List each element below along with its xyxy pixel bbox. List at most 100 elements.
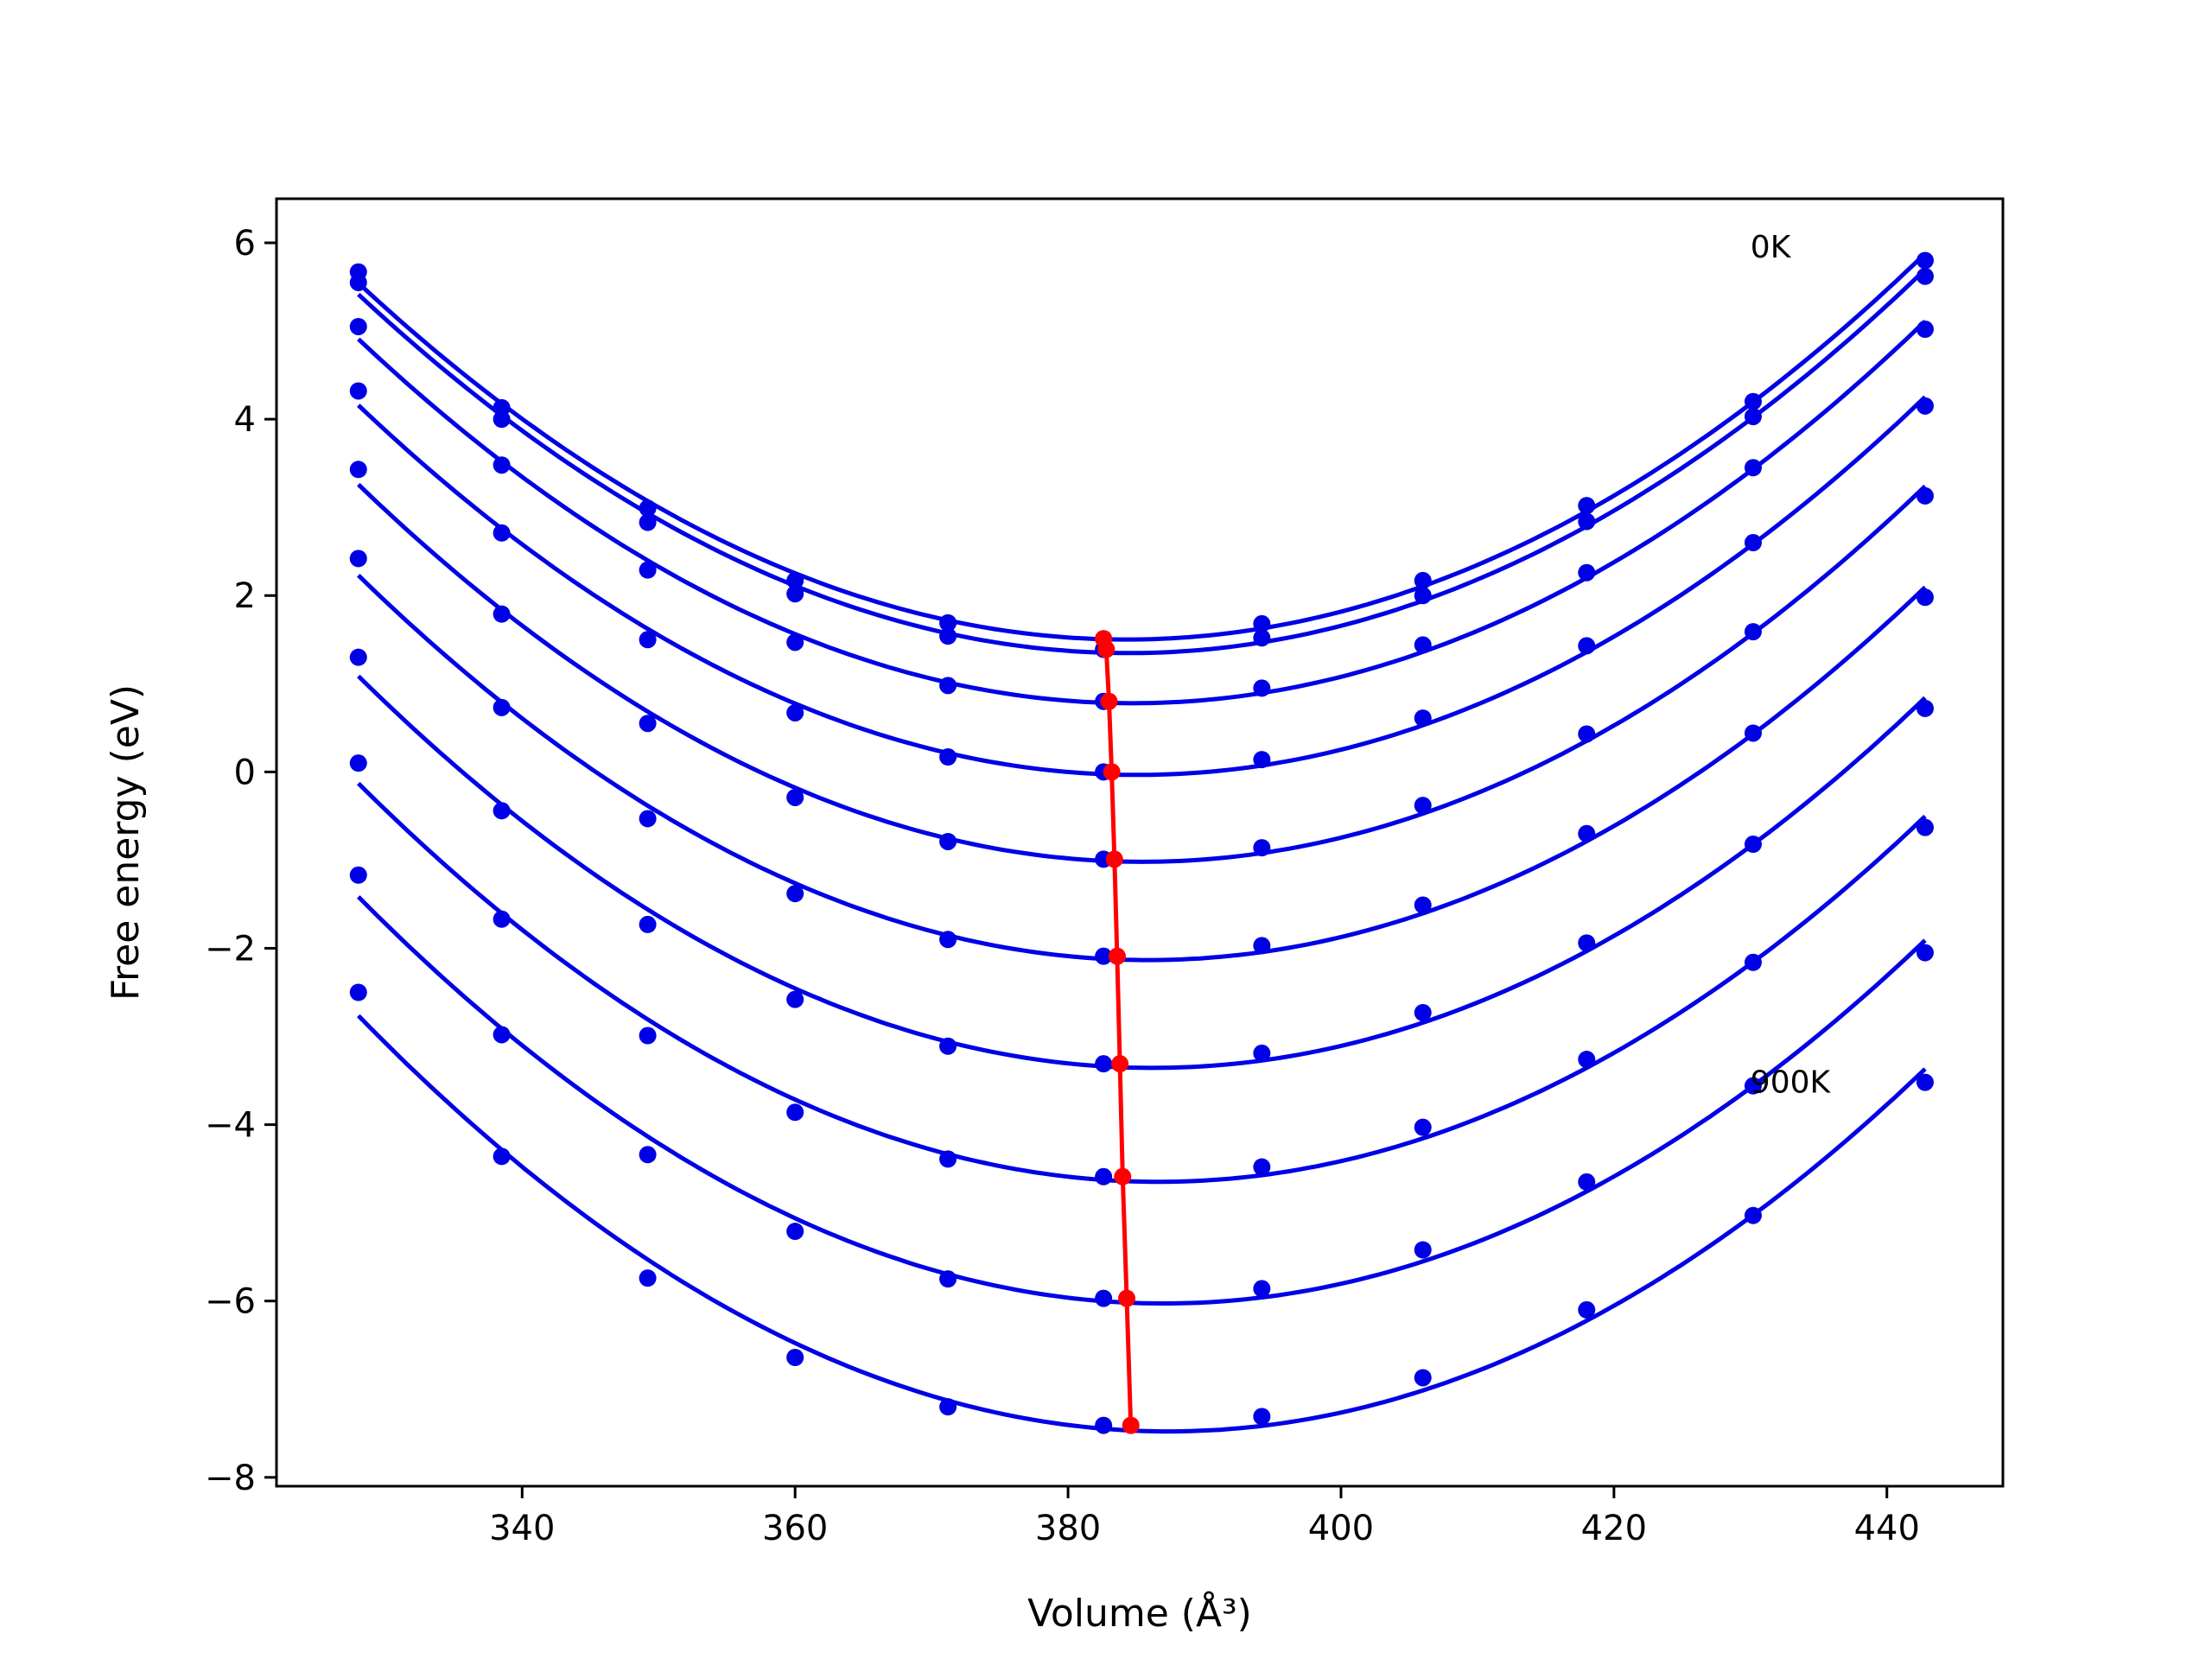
data-point [939, 832, 957, 850]
data-point [1916, 251, 1934, 270]
data-point [939, 677, 957, 695]
data-point [1253, 614, 1271, 632]
annotations: 0K 900K [1751, 230, 1832, 1100]
data-point [786, 788, 804, 806]
data-point [786, 1223, 804, 1241]
data-point [1578, 1300, 1596, 1319]
data-point [1744, 623, 1762, 641]
data-point [1253, 1280, 1271, 1298]
data-point [639, 915, 657, 933]
data-point [1916, 944, 1934, 962]
temperature-annotation: 0K [1751, 230, 1792, 265]
data-point [1744, 1077, 1762, 1095]
temperature-annotation: 900K [1751, 1065, 1832, 1101]
x-axis-label: Volume (Å³) [1027, 1590, 1252, 1636]
data-point [639, 715, 657, 733]
data-point [1744, 392, 1762, 410]
fit-curve [357, 781, 1927, 1185]
data-point [639, 631, 657, 649]
minimum-point [1103, 763, 1121, 781]
data-point [1253, 839, 1271, 857]
data-point [1744, 1206, 1762, 1224]
data-point [786, 571, 804, 589]
fit-curve [357, 395, 1927, 778]
fit-curve [357, 1014, 1927, 1434]
data-point [1414, 1003, 1432, 1021]
data-point [1744, 408, 1762, 426]
x-tick-label: 400 [1308, 1509, 1374, 1548]
data-point [1253, 1044, 1271, 1062]
data-point [1253, 679, 1271, 697]
plot-frame [275, 197, 2005, 1488]
data-point [1916, 1073, 1934, 1091]
data-point [939, 1270, 957, 1288]
minimum-point [1097, 640, 1116, 658]
data-point [1744, 724, 1762, 742]
data-point [1414, 1118, 1432, 1136]
data-point [1578, 1051, 1596, 1069]
data-points [349, 251, 1934, 1434]
data-point [1095, 1416, 1113, 1434]
y-tick-label: −8 [205, 1459, 256, 1498]
data-point [1744, 459, 1762, 477]
data-point [786, 1349, 804, 1366]
x-tick-label: 440 [1854, 1509, 1920, 1548]
fit-curve [357, 895, 1927, 1306]
fit-curve [357, 574, 1927, 963]
data-point [493, 910, 511, 928]
data-point [1916, 321, 1934, 339]
x-tick-label: 380 [1035, 1509, 1101, 1548]
y-tick-label: 0 [234, 753, 256, 792]
data-point [639, 561, 657, 579]
data-point [1095, 1055, 1113, 1073]
fit-curve [357, 482, 1927, 864]
data-point [349, 648, 367, 666]
y-tick-label: 4 [234, 400, 256, 440]
y-tick-label: 2 [234, 576, 256, 616]
data-point [1578, 824, 1596, 842]
data-point [939, 627, 957, 645]
data-point [939, 931, 957, 949]
data-point [493, 802, 511, 820]
x-tick-label: 360 [762, 1509, 828, 1548]
data-point [493, 1026, 511, 1044]
x-tick-label: 420 [1581, 1509, 1647, 1548]
data-point [1414, 636, 1432, 654]
data-point [939, 1150, 957, 1168]
data-point [349, 754, 367, 772]
data-point [1253, 629, 1271, 647]
data-point [939, 748, 957, 766]
data-point [493, 698, 511, 716]
fitted-curves [357, 251, 1927, 1434]
data-point [639, 810, 657, 828]
y-tick-label: −4 [205, 1106, 256, 1146]
data-point [1916, 486, 1934, 505]
data-point [1414, 1241, 1432, 1259]
data-point [1253, 1158, 1271, 1176]
data-point [1578, 497, 1596, 515]
data-point [349, 317, 367, 335]
fit-curve [357, 268, 1927, 656]
x-tick-label: 340 [489, 1509, 555, 1548]
fit-curve [357, 251, 1927, 642]
data-point [939, 613, 957, 632]
minima-path [1101, 638, 1134, 1426]
data-point [349, 273, 367, 291]
data-point [639, 513, 657, 531]
data-point [1095, 947, 1113, 965]
data-point [493, 524, 511, 542]
data-point [939, 1037, 957, 1055]
x-axis-ticks: 340 360 380 400 420 440 [489, 1486, 1920, 1548]
data-point [639, 1027, 657, 1045]
data-point [1916, 818, 1934, 836]
data-point [493, 410, 511, 429]
data-point [349, 983, 367, 1001]
data-point [1414, 896, 1432, 914]
y-axis-label: Free energy (eV) [104, 684, 148, 1001]
data-point [493, 456, 511, 474]
data-point [493, 605, 511, 623]
y-axis-ticks: −8 −6 −4 −2 0 2 4 6 [205, 224, 276, 1498]
data-point [1414, 587, 1432, 605]
